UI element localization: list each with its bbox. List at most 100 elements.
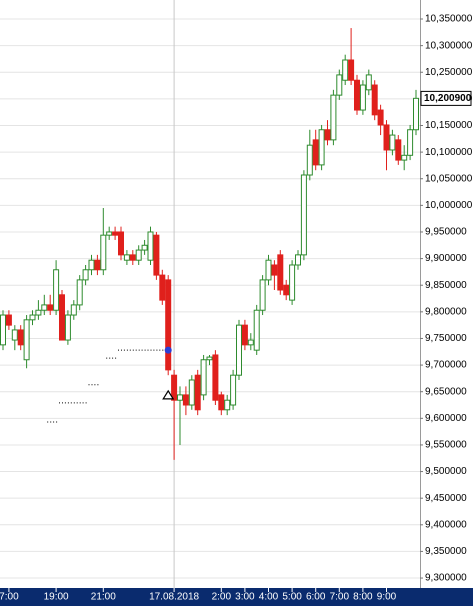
marker-triangle (162, 389, 175, 400)
x-tick-label: 7:00 (0, 592, 19, 603)
candle-body (188, 379, 195, 406)
candle-body (41, 304, 48, 311)
y-tick-label: 9,400000 (425, 519, 467, 530)
candle-body (17, 329, 24, 346)
candle-body (395, 139, 402, 161)
y-tick-label: 10,350000 (425, 14, 473, 25)
y-tick-label: 10,150000 (425, 120, 473, 131)
y-tick-label: 10,100000 (425, 147, 473, 158)
candle-body (324, 129, 331, 141)
candle-body (389, 134, 396, 151)
candle-body (47, 304, 54, 311)
candle-body (159, 274, 166, 301)
candle-body (129, 254, 136, 261)
y-tick-label: 10,000000 (425, 200, 473, 211)
y-tick-label: 9,650000 (425, 386, 467, 397)
last-price-box (420, 90, 472, 106)
candle-body (182, 394, 189, 406)
y-tick-label: 10,050000 (425, 173, 473, 184)
last-price-label: 10,200900 (424, 93, 472, 104)
y-tick-label: 10,250000 (425, 67, 473, 78)
candle-body (230, 374, 237, 406)
marker-circle (164, 346, 172, 354)
y-tick-label: 9,450000 (425, 493, 467, 504)
y-tick-label: 9,850000 (425, 280, 467, 291)
candle-body (312, 139, 319, 166)
candle-body (224, 399, 231, 411)
candle-body (218, 394, 225, 411)
candle-body (289, 264, 296, 301)
candle-body (336, 74, 343, 96)
candle-body (153, 234, 160, 276)
candle-body (106, 231, 113, 236)
candle-body (171, 374, 178, 401)
y-tick-label: 9,950000 (425, 227, 467, 238)
candle-body (259, 279, 266, 311)
candle-body (112, 231, 119, 236)
candle-body (135, 249, 142, 261)
time-axis-bar (0, 588, 473, 606)
candle-body (82, 269, 89, 281)
candle-body (407, 129, 414, 156)
y-tick-label: 9,500000 (425, 466, 467, 477)
candle-body (76, 279, 83, 306)
candle-body (123, 254, 130, 261)
candle-body (5, 314, 12, 326)
x-tick-label: 19:00 (44, 592, 69, 603)
candle-body (271, 264, 278, 276)
y-tick-label: 9,700000 (425, 360, 467, 371)
candle-body (253, 309, 260, 351)
candle-body (342, 59, 349, 81)
candle-body (141, 244, 148, 251)
candle-body (371, 84, 378, 116)
candle-body (265, 259, 272, 281)
y-tick-label: 9,900000 (425, 253, 467, 264)
candle-body (383, 124, 390, 151)
candle-body (306, 144, 313, 176)
candle-body (53, 269, 60, 311)
candle-body (70, 304, 77, 316)
candle-body (365, 74, 372, 91)
x-tick-label: 3:00 (235, 592, 255, 603)
y-tick-label: 9,350000 (425, 546, 467, 557)
candle-body (64, 314, 71, 341)
candle-body (212, 354, 219, 401)
x-tick-label: 21:00 (91, 592, 116, 603)
x-tick-label: 17.08.2018 (149, 592, 199, 603)
candle-body (23, 319, 30, 361)
candle-body (354, 79, 360, 111)
candle-body (283, 284, 290, 296)
x-tick-label: 5:00 (282, 592, 302, 603)
candle-body (200, 359, 207, 396)
x-tick-label: 6:00 (306, 592, 326, 603)
y-tick-label: 10,300000 (425, 40, 473, 51)
candle-body (247, 339, 254, 346)
candle-body (194, 374, 201, 411)
candle-body (11, 329, 18, 341)
candle-body (236, 324, 242, 376)
x-tick-label: 9:00 (377, 592, 397, 603)
candle-body (206, 356, 213, 361)
candle-body (118, 231, 124, 256)
candle-body (318, 129, 325, 166)
candle-body (413, 97, 419, 131)
candle-body (35, 309, 42, 316)
y-tick-label: 9,800000 (425, 306, 467, 317)
candle-body (241, 324, 248, 346)
candle-body (0, 314, 6, 346)
candle-body (177, 394, 183, 401)
x-tick-label: 7:00 (330, 592, 350, 603)
y-tick-label: 9,300000 (425, 573, 467, 584)
candle-body (29, 314, 36, 321)
x-tick-label: 4:00 (259, 592, 279, 603)
candle-body (94, 259, 101, 271)
y-tick-label: 9,550000 (425, 440, 467, 451)
candle-body (300, 174, 307, 256)
candle-body (100, 234, 107, 271)
y-tick-label: 9,600000 (425, 413, 467, 424)
candle-body (359, 84, 366, 111)
candle-body (401, 154, 408, 161)
x-tick-label: 2:00 (212, 592, 232, 603)
